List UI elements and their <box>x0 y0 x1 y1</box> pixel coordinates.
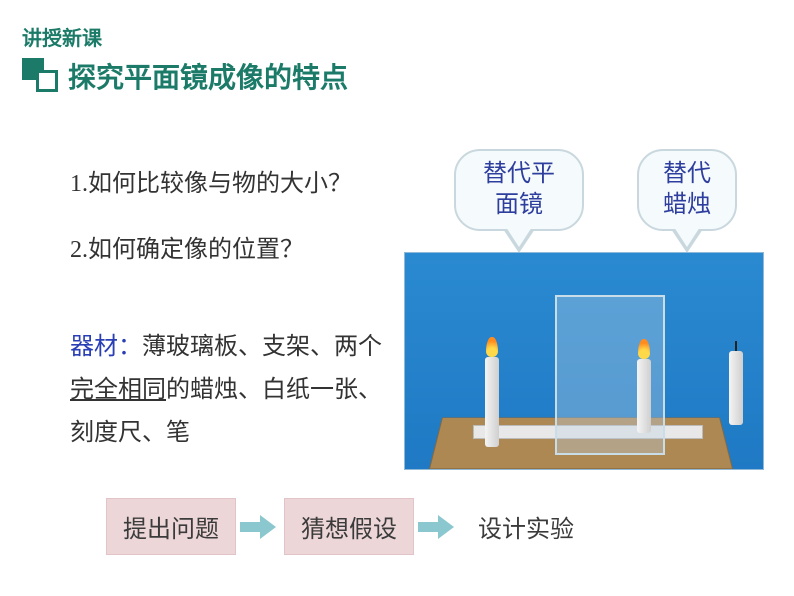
callout-tail-icon <box>503 229 535 253</box>
header-label: 讲授新课 <box>22 22 102 51</box>
lit-candle <box>485 357 499 447</box>
materials-block: 器材：薄玻璃板、支架、两个完全相同的蜡烛、白纸一张、刻度尺、笔 <box>70 326 390 456</box>
materials-highlight: 完全相同 <box>70 377 166 403</box>
flame-icon <box>638 339 650 359</box>
image-candle <box>637 359 651 433</box>
materials-line-a: 薄玻璃板、支架、两个 <box>142 334 382 360</box>
arrow-icon <box>418 515 458 539</box>
callout-candle-l2: 蜡烛 <box>655 190 719 221</box>
callout-candle-l1: 替代 <box>655 159 719 190</box>
steps-row: 提出问题 猜想假设 设计实验 <box>106 498 590 555</box>
step-2: 猜想假设 <box>284 498 414 555</box>
callout-candle: 替代 蜡烛 <box>637 149 737 231</box>
callout-mirror-l1: 替代平 <box>472 159 566 190</box>
arrow-icon <box>240 515 280 539</box>
wick-icon <box>735 341 737 351</box>
section-title: 探究平面镜成像的特点 <box>68 56 348 96</box>
materials-label: 器材： <box>70 334 142 360</box>
callout-mirror-l2: 面镜 <box>472 190 566 221</box>
step-1: 提出问题 <box>106 498 236 555</box>
question-1: 1.如何比较像与物的大小？ <box>70 165 430 203</box>
unlit-candle <box>729 351 743 425</box>
callout-tail-icon <box>671 229 703 253</box>
step-3: 设计实验 <box>462 499 590 554</box>
flame-icon <box>486 337 498 357</box>
experiment-diagram <box>404 252 764 470</box>
questions-block: 1.如何比较像与物的大小？ 2.如何确定像的位置？ <box>70 165 430 298</box>
question-2: 2.如何确定像的位置？ <box>70 231 430 269</box>
title-row: 探究平面镜成像的特点 <box>22 56 348 96</box>
section-icon <box>22 58 58 94</box>
callout-mirror: 替代平 面镜 <box>454 149 584 231</box>
